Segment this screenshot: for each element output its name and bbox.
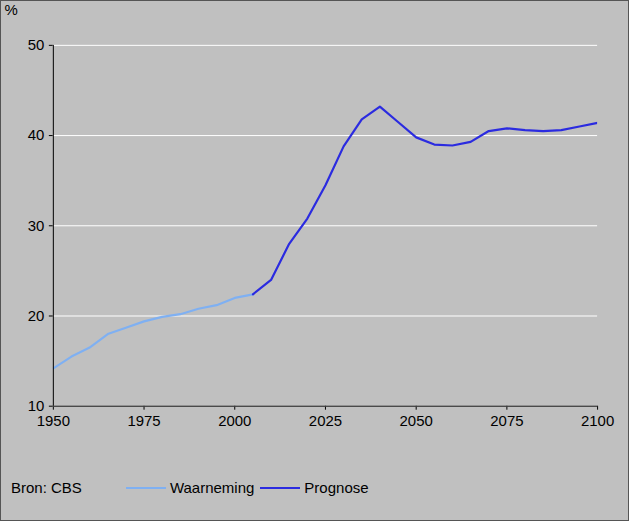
svg-text:10: 10 — [27, 397, 45, 414]
html-text:Waarneming: Waarneming — [169, 479, 255, 496]
svg-text:1975: 1975 — [127, 412, 160, 429]
svg-text:50: 50 — [28, 36, 45, 53]
svg-text:%: % — [4, 1, 17, 18]
svg-text:2075: 2075 — [490, 412, 523, 429]
svg-text:20: 20 — [28, 307, 45, 324]
svg-text:1950: 1950 — [37, 412, 70, 429]
svg-text:2000: 2000 — [218, 412, 251, 429]
html-text:Prognose: Prognose — [304, 479, 369, 496]
svg-text:2100: 2100 — [581, 412, 614, 429]
svg-text:2050: 2050 — [400, 412, 433, 429]
svg-text:40: 40 — [28, 126, 45, 143]
svg-text:2025: 2025 — [309, 412, 342, 429]
svg-text:30: 30 — [28, 217, 45, 234]
html-text:Bron: CBS: Bron: CBS — [11, 479, 82, 496]
